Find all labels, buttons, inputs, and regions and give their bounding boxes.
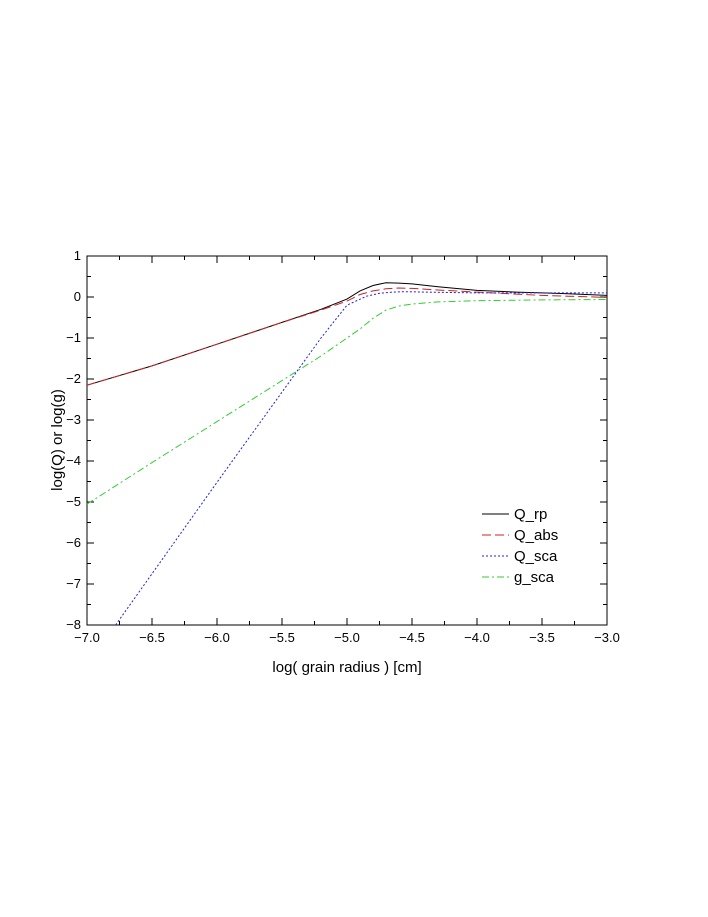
y-tick-label: 1 xyxy=(74,248,81,263)
y-tick-label: −7 xyxy=(66,576,81,591)
series-q-rp xyxy=(86,282,608,386)
series-q-abs xyxy=(86,287,608,386)
legend-label: g_sca xyxy=(514,569,555,586)
y-tick-label: −8 xyxy=(66,617,81,632)
x-tick-label: −5.5 xyxy=(269,630,295,645)
x-tick-label: −4.0 xyxy=(464,630,490,645)
y-tick-label: −3 xyxy=(66,412,81,427)
x-tick-label: −5.0 xyxy=(334,630,360,645)
legend-label: Q_sca xyxy=(514,548,558,565)
x-tick-label: −4.5 xyxy=(399,630,425,645)
y-tick-label: −4 xyxy=(66,453,81,468)
y-tick-label: −2 xyxy=(66,371,81,386)
series-q-sca xyxy=(115,291,607,626)
x-tick-label: −6.0 xyxy=(204,630,230,645)
x-tick-label: −7.0 xyxy=(74,630,100,645)
y-tick-label: 0 xyxy=(74,289,81,304)
legend: Q_rp Q_abs Q_sca g_sca xyxy=(482,506,558,586)
y-tick-label: −6 xyxy=(66,535,81,550)
x-axis-label: log( grain radius ) [cm] xyxy=(272,659,421,676)
y-tick-label: −5 xyxy=(66,494,81,509)
x-tick-label: −3.0 xyxy=(594,630,620,645)
y-tick-label: −1 xyxy=(66,330,81,345)
legend-label: Q_rp xyxy=(514,506,547,523)
y-axis-label: log(Q) or log(g) xyxy=(49,389,66,491)
series-g-sca xyxy=(86,299,608,505)
x-tick-label: −3.5 xyxy=(529,630,555,645)
legend-label: Q_abs xyxy=(514,527,558,544)
x-tick-label: −6.5 xyxy=(139,630,165,645)
